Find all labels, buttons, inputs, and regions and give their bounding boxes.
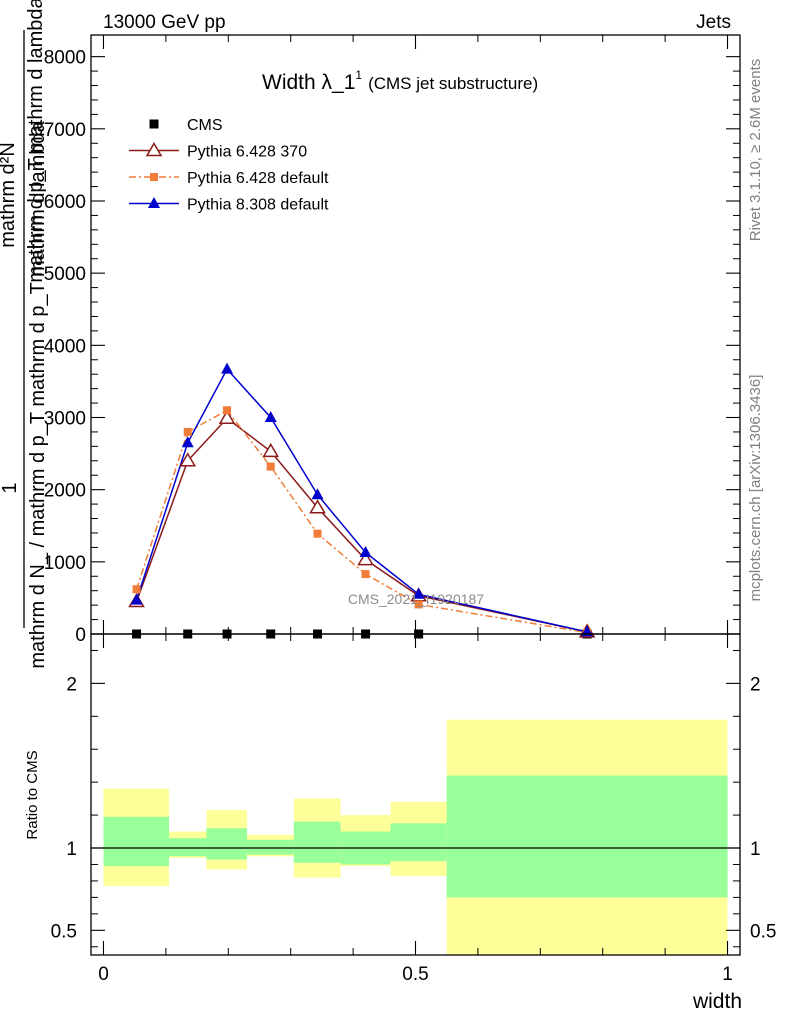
main-ytick-label-5: 5000: [44, 264, 86, 285]
series-1-point-1: [179, 452, 197, 467]
series-2-point-0: [132, 585, 141, 594]
mcplots-label: mcplots.cern.ch [arXiv:1306.3436]: [747, 375, 764, 602]
legend-label-2: Pythia 6.428 default: [187, 170, 329, 187]
main-ytick-label-4: 4000: [44, 336, 86, 357]
ratio-ytick-label-1: 1: [66, 839, 77, 860]
main-ytick-label-1: 1000: [44, 553, 86, 574]
series-line-3: [135, 367, 588, 633]
ratio-ytick-label-2: 2: [66, 674, 77, 695]
legend-marker-3: [148, 197, 160, 208]
chart-title: Width λ_11 (CMS jet substructure): [262, 68, 538, 94]
series-3-point-0: [130, 593, 143, 605]
main-ytick-label-0: 0: [75, 625, 86, 646]
watermark: CMS_2021_I1920187: [348, 591, 484, 607]
main-ytick-label-3: 3000: [44, 408, 86, 429]
green-band-6: [390, 823, 447, 862]
main-ytick-label-2: 2000: [44, 481, 86, 502]
green-band-1: [169, 838, 207, 857]
ratio-ytick-label-0: 0.5: [51, 921, 77, 942]
xtick-label-2: 1: [722, 964, 733, 985]
series-2-point-5: [361, 570, 370, 579]
chart-title-sup: 1: [355, 68, 362, 82]
chart-title-sub: (CMS jet substructure): [368, 74, 538, 93]
ratio-ytick-label-r-0: 0.5: [750, 921, 776, 942]
series-2-point-1: [183, 427, 192, 436]
series-1-point-4: [309, 499, 326, 514]
y-axis-label-main: 1 mathrm d N_ / mathrm d p_T mathrm d p_…: [0, 0, 49, 669]
green-band-3: [247, 839, 294, 855]
legend-label-3: Pythia 8.308 default: [187, 197, 329, 214]
ratio-ytick-label-r-1: 1: [750, 839, 761, 860]
main-ytick-label-7: 7000: [44, 120, 86, 141]
legend-marker-0: [149, 119, 159, 129]
series-3-point-1: [181, 436, 194, 448]
xtick-label-0: 0: [98, 964, 109, 985]
legend: CMS Pythia 6.428 370 Pythia 6.428 default P…: [129, 117, 329, 214]
ratio-ytick-label-r-2: 2: [750, 674, 761, 695]
green-band-7: [446, 775, 728, 898]
rivet-label: Rivet 3.1.10, ≥ 2.6M events: [747, 59, 764, 242]
legend-marker-1: [145, 142, 163, 157]
ratio-bands: [91, 719, 740, 955]
series-3-point-6: [412, 587, 425, 599]
header-right: Jets: [696, 12, 731, 33]
xlabel: width: [692, 990, 742, 1013]
series-1-point-2: [218, 409, 236, 424]
chart-title-main: Width λ_1: [262, 71, 355, 94]
series-1-point-3: [262, 442, 280, 458]
series-1-point-5: [357, 551, 374, 566]
green-band-4: [293, 821, 341, 863]
series-3-point-2: [221, 362, 234, 374]
series-line-1: [135, 417, 588, 633]
ylabel-numerator: 1: [0, 482, 21, 493]
ylabel-inner-numerator: mathrm d²N: [0, 142, 19, 248]
series-2-point-2: [223, 406, 232, 415]
xtick-label-1: 0.5: [402, 964, 428, 985]
main-ytick-label-6: 6000: [44, 192, 86, 213]
legend-label-0: CMS: [187, 117, 223, 134]
series-3-point-4: [311, 488, 324, 500]
series-3-point-5: [359, 545, 372, 557]
series-2-point-6: [414, 600, 423, 609]
legend-label-1: Pythia 6.428 370: [187, 144, 307, 161]
ylabel-denominator: mathrm d N_ / mathrm d p_T mathrm d p_T …: [27, 121, 49, 669]
series-2-point-3: [266, 462, 275, 471]
series-2-point-4: [313, 529, 322, 538]
ylabel-ratio: Ratio to CMS: [24, 750, 41, 839]
series-3-point-3: [264, 410, 277, 422]
tick-group: 0 1000 2000 3000 4000 5000 6000 7000 8000 0.5 0.5 1…: [44, 35, 776, 985]
ylabel-inner-denominator: mathrm d p_T mathrm d lambda: [25, 0, 47, 283]
main-ytick-label-8: 8000: [44, 48, 86, 69]
green-band-0: [103, 816, 170, 867]
green-band-2: [206, 828, 248, 860]
legend-marker-2: [150, 173, 158, 181]
header-left: 13000 GeV pp: [103, 12, 226, 33]
